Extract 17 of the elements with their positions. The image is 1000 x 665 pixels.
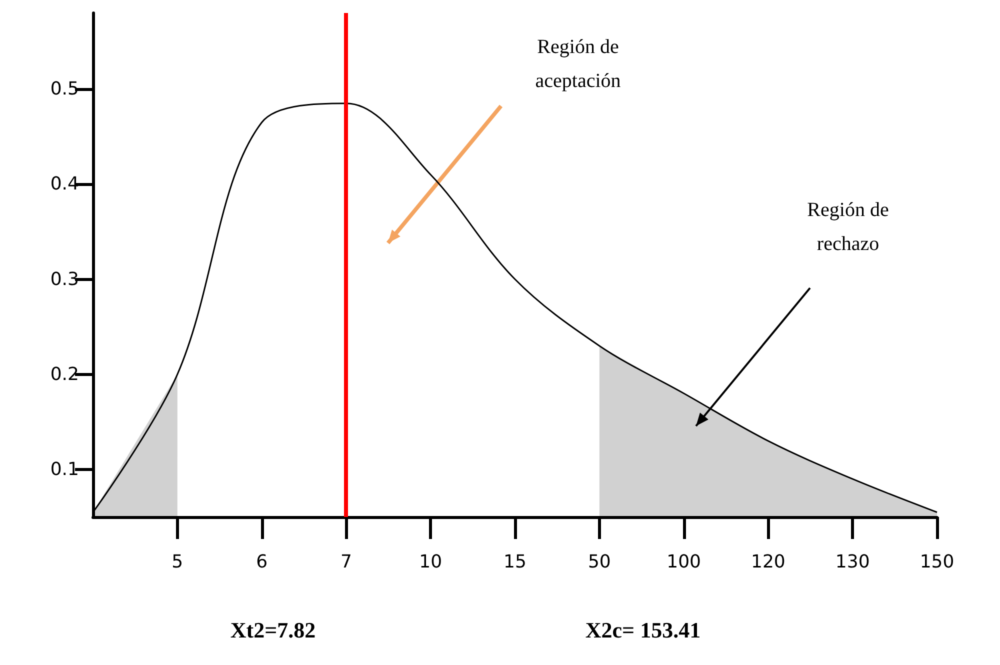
y-tick-label: 0.2 [50,364,79,385]
x-tick-label: 50 [588,552,611,572]
x-tick-label: 100 [666,552,701,572]
x-tick-label: 5 [172,552,184,572]
text: X2c= 153.41 [585,618,701,642]
x-tick-label: 120 [751,552,786,572]
x-tick-label: 130 [835,552,870,572]
y-tick-label: 0.4 [50,174,79,195]
x-tick-label: 10 [419,552,442,572]
annotation: Región de aceptación [535,36,621,92]
x-tick-label: 7 [340,552,352,572]
x-tick-label: 15 [504,552,526,572]
x-tick-label: 6 [256,552,268,572]
text: Xt2=7.82 [230,618,316,642]
y-tick-label: 0.1 [50,458,79,480]
x-tick-label: 150 [920,552,954,572]
annotation: Región de rechazo [807,199,889,255]
